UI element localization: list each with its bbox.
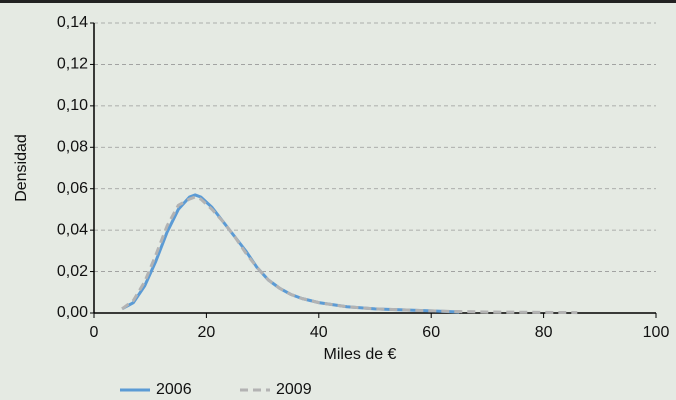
series-line (121, 195, 578, 315)
x-tick-label: 80 (535, 324, 553, 341)
legend-label: 2006 (156, 381, 192, 398)
top-border (0, 0, 676, 3)
legend-label: 2009 (276, 381, 312, 398)
y-tick-label: 0,08 (57, 139, 88, 156)
x-axis-label: Miles de € (324, 346, 397, 363)
x-tick-label: 60 (422, 324, 440, 341)
x-tick-label: 40 (310, 324, 328, 341)
x-tick-label: 0 (90, 324, 99, 341)
y-tick-label: 0,10 (57, 97, 88, 114)
y-tick-label: 0,14 (57, 14, 88, 31)
x-tick-label: 100 (643, 324, 670, 341)
y-tick-label: 0,04 (57, 221, 88, 238)
y-tick-label: 0,02 (57, 263, 88, 280)
y-tick-label: 0,12 (57, 56, 88, 73)
y-tick-label: 0,00 (57, 304, 88, 321)
x-tick-label: 20 (198, 324, 216, 341)
y-tick-label: 0,06 (57, 180, 88, 197)
y-axis-label: Densidad (13, 134, 30, 202)
